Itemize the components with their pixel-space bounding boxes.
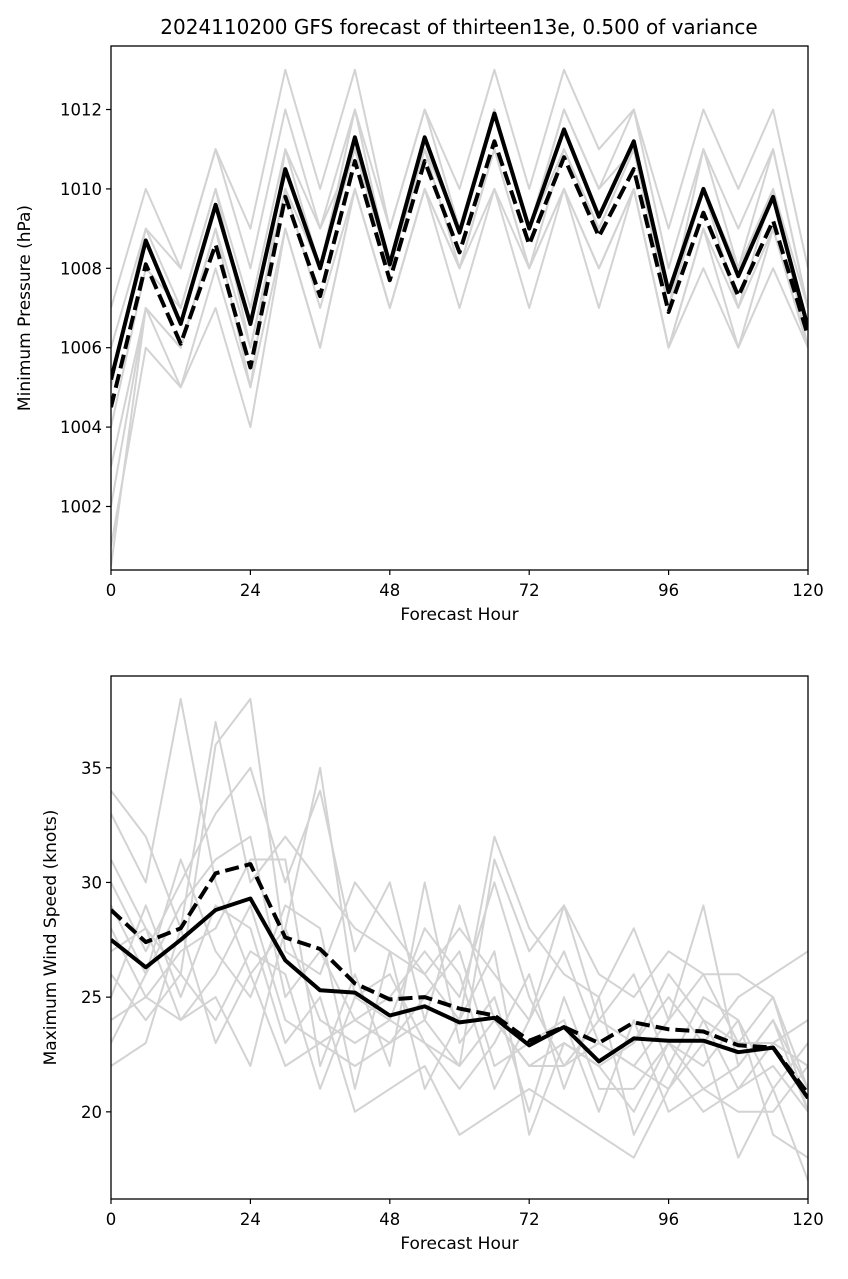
pressure-member-1-line xyxy=(111,68,808,309)
pressure-chart: 0 24 48 72 96 120 1002 1004 1006 1008 1010 1012 Fore… xyxy=(15,45,824,625)
pressure-y-tick-label: 1008 xyxy=(60,259,102,278)
pressure-member-7-line xyxy=(111,187,808,547)
pressure-ensemble-mean-line xyxy=(111,111,808,380)
pressure-member-6-line xyxy=(111,187,808,507)
wind-y-tick-label: 30 xyxy=(81,873,102,892)
pressure-x-tick-label: 96 xyxy=(658,581,679,600)
pressure-x-tick-label: 24 xyxy=(240,581,261,600)
wind-axes-frame xyxy=(110,675,809,1200)
wind-variance-weighted-line xyxy=(111,862,808,1095)
wind-x-tick-label: 24 xyxy=(240,1210,261,1229)
pressure-series-group xyxy=(111,68,808,567)
wind-member-5-line xyxy=(111,835,808,1090)
pressure-y-tick-label: 1012 xyxy=(60,101,102,120)
wind-x-tick-label: 96 xyxy=(658,1210,679,1229)
pressure-axes-frame xyxy=(110,45,809,571)
wind-x-tick-label: 0 xyxy=(106,1210,117,1229)
wind-ensemble-mean-line xyxy=(111,896,808,1100)
pressure-y-tick-label: 1004 xyxy=(60,418,102,437)
figure-title: 2024110200 GFS forecast of thirteen13e, … xyxy=(160,15,757,39)
pressure-y-tick-label: 1002 xyxy=(60,497,102,516)
wind-y-tick-label: 25 xyxy=(81,988,102,1007)
wind-x-tick-label: 72 xyxy=(519,1210,540,1229)
wind-member-11-line xyxy=(111,858,808,1136)
wind-x-tick-label: 120 xyxy=(792,1210,824,1229)
pressure-y-tick-label: 1010 xyxy=(60,180,102,199)
wind-chart: 0 24 48 72 96 120 20 25 30 35 Forecast Hour Maximum… xyxy=(41,675,824,1254)
pressure-y-tick-label: 1006 xyxy=(60,339,102,358)
wind-x-axis-label: Forecast Hour xyxy=(400,1234,518,1254)
wind-member-9-line xyxy=(111,904,808,1181)
pressure-x-tick-label: 48 xyxy=(379,581,400,600)
wind-member-4-line xyxy=(111,766,808,1067)
pressure-variance-weighted-line xyxy=(111,139,808,408)
wind-member-1-line xyxy=(111,720,808,1113)
pressure-y-axis-label: Minimum Pressure (hPa) xyxy=(15,205,35,411)
pressure-x-tick-label: 120 xyxy=(792,581,824,600)
wind-member-12-line xyxy=(111,927,808,1113)
wind-y-axis-label: Maximum Wind Speed (knots) xyxy=(41,810,61,1066)
wind-y-tick-label: 35 xyxy=(81,759,102,778)
pressure-x-axis-label: Forecast Hour xyxy=(400,605,518,625)
pressure-x-tick-label: 0 xyxy=(106,581,117,600)
wind-x-tick-label: 48 xyxy=(379,1210,400,1229)
wind-y-tick-label: 20 xyxy=(81,1103,102,1122)
wind-member-3-line xyxy=(111,697,808,1090)
pressure-x-tick-label: 72 xyxy=(519,581,540,600)
pressure-member-8-line xyxy=(111,108,808,567)
wind-series-group xyxy=(111,697,808,1181)
wind-member-8-line xyxy=(111,950,808,1136)
